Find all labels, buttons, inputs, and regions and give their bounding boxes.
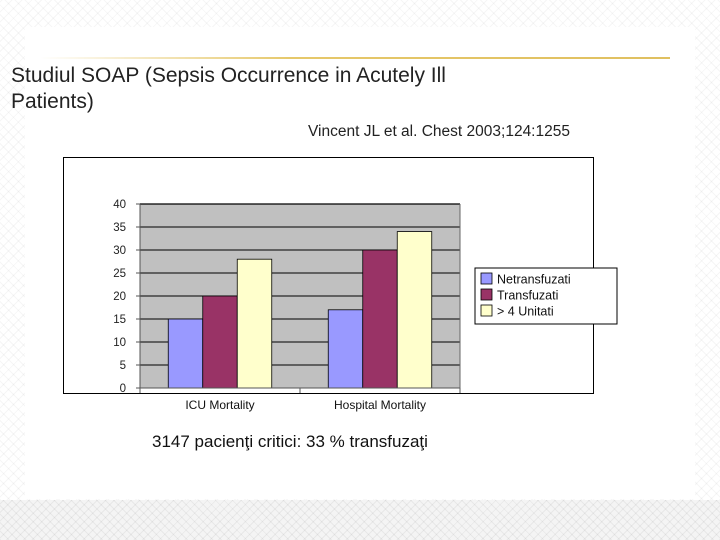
y-tick-label: 0 (120, 383, 126, 395)
category-label: ICU Mortality (185, 398, 254, 412)
bar-chart: 0 5 10 15 20 25 30 35 40 ICU Mortality Hospital M… (113, 199, 618, 412)
legend-swatch (480, 272, 493, 285)
y-tick-label: 25 (113, 268, 126, 280)
bar (236, 258, 273, 389)
y-tick-label: 5 (120, 360, 126, 372)
y-tick-label: 20 (113, 291, 126, 303)
y-tick-label: 35 (113, 222, 126, 234)
bar (327, 309, 364, 389)
legend-box (474, 267, 618, 325)
y-tick-label: 30 (113, 245, 126, 257)
category-label: Hospital Mortality (334, 398, 426, 412)
legend-label: Transfuzati (497, 289, 558, 303)
bottom-band (0, 500, 720, 540)
legend-label: > 4 Unitati (497, 305, 554, 319)
bar (362, 249, 398, 389)
y-tick-label: 40 (113, 199, 126, 211)
y-tick-label: 15 (113, 314, 126, 326)
slide-title: Studiul SOAP (Sepsis Occurrence in Acute… (11, 64, 446, 113)
header-rule (40, 57, 670, 59)
bar (202, 295, 238, 389)
citation: Vincent JL et al. Chest 2003;124:1255 (308, 123, 570, 140)
bar (396, 231, 433, 389)
footer-note: 3147 pacienţi critici: 33 % transfuzaţi (152, 432, 428, 451)
bar (167, 318, 204, 389)
y-tick-label: 10 (113, 337, 126, 349)
legend-swatch (480, 288, 493, 301)
legend-label: Netransfuzati (497, 273, 571, 287)
legend-swatch (480, 304, 493, 317)
